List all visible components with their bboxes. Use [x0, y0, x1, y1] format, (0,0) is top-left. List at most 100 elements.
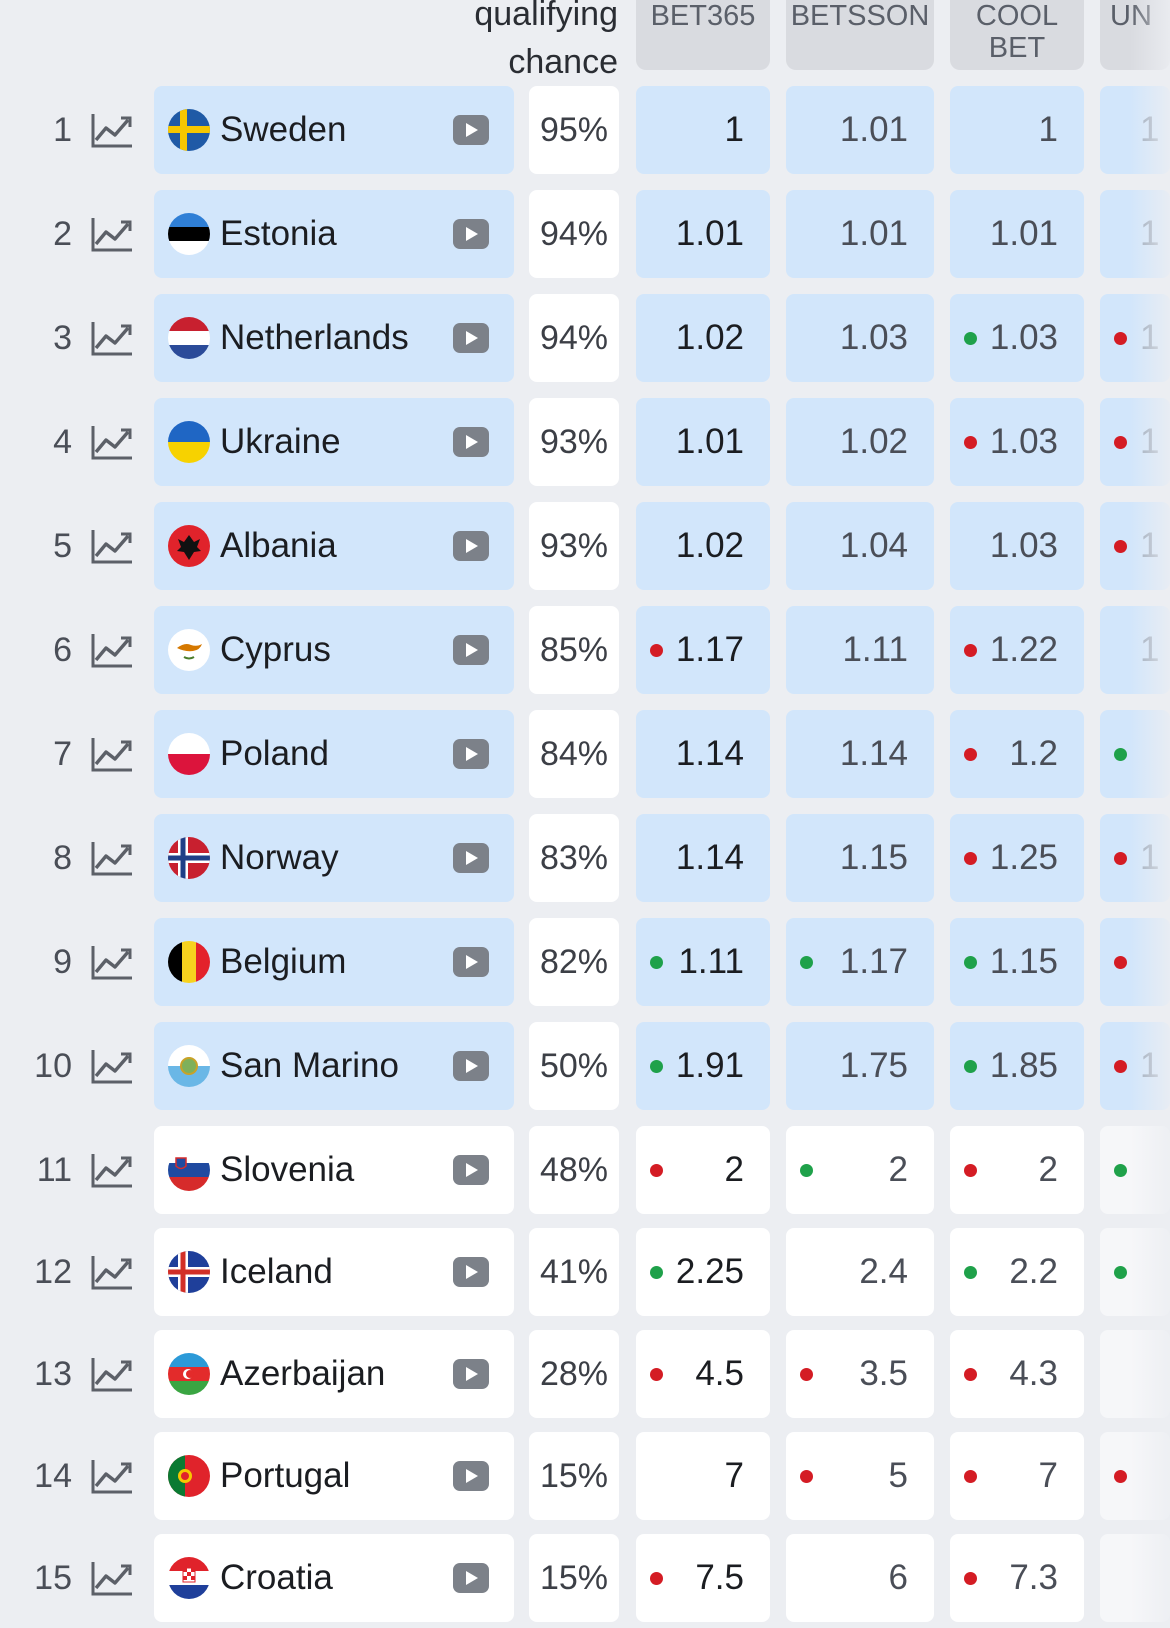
odds-cell-bet365[interactable]: 7.5	[636, 1534, 770, 1622]
play-video-icon[interactable]	[452, 529, 490, 563]
table-row[interactable]: 15 Croatia 15% 7.5 6 7.3	[0, 1534, 1170, 1622]
trend-chart-icon[interactable]	[90, 942, 134, 982]
odds-cell-unibet[interactable]: 1	[1100, 1022, 1170, 1110]
odds-cell-bet365[interactable]: 1.11	[636, 918, 770, 1006]
odds-cell-bet365[interactable]: 1.01	[636, 398, 770, 486]
odds-cell-bet365[interactable]: 2.25	[636, 1228, 770, 1316]
table-row[interactable]: 13 Azerbaijan 28% 4.5 3.5 4.3	[0, 1330, 1170, 1418]
play-video-icon[interactable]	[452, 841, 490, 875]
odds-cell-coolbet[interactable]: 1.25	[950, 814, 1084, 902]
bookmaker-header-coolbet[interactable]: COOL BET	[950, 0, 1084, 70]
play-video-icon[interactable]	[452, 1561, 490, 1595]
table-row[interactable]: 1 Sweden 95% 1 1.01 1 1	[0, 86, 1170, 174]
odds-cell-bet365[interactable]: 4.5	[636, 1330, 770, 1418]
trend-chart-icon[interactable]	[90, 526, 134, 566]
trend-chart-icon[interactable]	[90, 214, 134, 254]
odds-cell-unibet[interactable]: 1	[1100, 398, 1170, 486]
odds-cell-bet365[interactable]: 1.17	[636, 606, 770, 694]
table-row[interactable]: 14 Portugal 15% 7 5 7	[0, 1432, 1170, 1520]
table-row[interactable]: 10 San Marino 50% 1.91 1.75 1.85 1	[0, 1022, 1170, 1110]
odds-cell-betsson[interactable]: 1.75	[786, 1022, 934, 1110]
trend-chart-icon[interactable]	[90, 1354, 134, 1394]
trend-chart-icon[interactable]	[90, 110, 134, 150]
odds-cell-coolbet[interactable]: 1.03	[950, 398, 1084, 486]
bookmaker-header-unibet[interactable]: UN	[1100, 0, 1170, 70]
country-cell[interactable]: Slovenia	[154, 1126, 514, 1214]
odds-cell-bet365[interactable]: 1.01	[636, 190, 770, 278]
odds-cell-coolbet[interactable]: 1.03	[950, 502, 1084, 590]
odds-cell-unibet[interactable]: 1	[1100, 606, 1170, 694]
odds-cell-betsson[interactable]: 1.14	[786, 710, 934, 798]
table-row[interactable]: 6 Cyprus 85% 1.17 1.11 1.22 1	[0, 606, 1170, 694]
country-cell[interactable]: Estonia	[154, 190, 514, 278]
play-video-icon[interactable]	[452, 1049, 490, 1083]
table-row[interactable]: 11 Slovenia 48% 2 2 2	[0, 1126, 1170, 1214]
odds-cell-unibet[interactable]	[1100, 1228, 1170, 1316]
trend-chart-icon[interactable]	[90, 1046, 134, 1086]
trend-chart-icon[interactable]	[90, 318, 134, 358]
country-cell[interactable]: Iceland	[154, 1228, 514, 1316]
odds-cell-unibet[interactable]: 1	[1100, 190, 1170, 278]
odds-cell-betsson[interactable]: 5	[786, 1432, 934, 1520]
odds-cell-betsson[interactable]: 1.03	[786, 294, 934, 382]
trend-chart-icon[interactable]	[90, 630, 134, 670]
country-cell[interactable]: Croatia	[154, 1534, 514, 1622]
table-row[interactable]: 4 Ukraine 93% 1.01 1.02 1.03 1	[0, 398, 1170, 486]
odds-cell-betsson[interactable]: 2	[786, 1126, 934, 1214]
odds-cell-coolbet[interactable]: 1.15	[950, 918, 1084, 1006]
country-cell[interactable]: Ukraine	[154, 398, 514, 486]
table-row[interactable]: 2 Estonia 94% 1.01 1.01 1.01 1	[0, 190, 1170, 278]
bookmaker-header-betsson[interactable]: BETSSON	[786, 0, 934, 70]
odds-cell-betsson[interactable]: 6	[786, 1534, 934, 1622]
country-cell[interactable]: Albania	[154, 502, 514, 590]
odds-cell-bet365[interactable]: 1.14	[636, 710, 770, 798]
odds-cell-unibet[interactable]	[1100, 710, 1170, 798]
table-row[interactable]: 7 Poland 84% 1.14 1.14 1.2	[0, 710, 1170, 798]
odds-cell-bet365[interactable]: 7	[636, 1432, 770, 1520]
trend-chart-icon[interactable]	[90, 734, 134, 774]
odds-cell-coolbet[interactable]: 1.03	[950, 294, 1084, 382]
odds-cell-coolbet[interactable]: 1.22	[950, 606, 1084, 694]
trend-chart-icon[interactable]	[90, 1456, 134, 1496]
country-cell[interactable]: San Marino	[154, 1022, 514, 1110]
odds-cell-unibet[interactable]: 1	[1100, 502, 1170, 590]
odds-cell-bet365[interactable]: 1.02	[636, 502, 770, 590]
odds-cell-coolbet[interactable]: 1	[950, 86, 1084, 174]
play-video-icon[interactable]	[452, 945, 490, 979]
odds-cell-betsson[interactable]: 1.02	[786, 398, 934, 486]
country-cell[interactable]: Azerbaijan	[154, 1330, 514, 1418]
play-video-icon[interactable]	[452, 1357, 490, 1391]
table-row[interactable]: 8 Norway 83% 1.14 1.15 1.25 1	[0, 814, 1170, 902]
odds-cell-betsson[interactable]: 1.01	[786, 190, 934, 278]
odds-cell-betsson[interactable]: 1.15	[786, 814, 934, 902]
bookmaker-header-bet365[interactable]: BET365	[636, 0, 770, 70]
odds-cell-betsson[interactable]: 1.17	[786, 918, 934, 1006]
odds-cell-unibet[interactable]	[1100, 1534, 1170, 1622]
country-cell[interactable]: Norway	[154, 814, 514, 902]
qualifying-chance-header[interactable]: qualifying chance	[470, 0, 618, 86]
odds-cell-betsson[interactable]: 3.5	[786, 1330, 934, 1418]
trend-chart-icon[interactable]	[90, 838, 134, 878]
odds-cell-unibet[interactable]	[1100, 1330, 1170, 1418]
odds-cell-bet365[interactable]: 1.14	[636, 814, 770, 902]
country-cell[interactable]: Sweden	[154, 86, 514, 174]
table-row[interactable]: 3 Netherlands 94% 1.02 1.03 1.03 1	[0, 294, 1170, 382]
table-row[interactable]: 5 Albania 93% 1.02 1.04 1.03 1	[0, 502, 1170, 590]
table-row[interactable]: 9 Belgium 82% 1.11 1.17 1.15	[0, 918, 1170, 1006]
odds-cell-bet365[interactable]: 1	[636, 86, 770, 174]
odds-cell-unibet[interactable]: 1	[1100, 294, 1170, 382]
play-video-icon[interactable]	[452, 217, 490, 251]
play-video-icon[interactable]	[452, 1459, 490, 1493]
play-video-icon[interactable]	[452, 633, 490, 667]
odds-cell-coolbet[interactable]: 4.3	[950, 1330, 1084, 1418]
trend-chart-icon[interactable]	[90, 422, 134, 462]
trend-chart-icon[interactable]	[90, 1252, 134, 1292]
odds-cell-betsson[interactable]: 1.04	[786, 502, 934, 590]
play-video-icon[interactable]	[452, 737, 490, 771]
country-cell[interactable]: Poland	[154, 710, 514, 798]
odds-cell-coolbet[interactable]: 1.85	[950, 1022, 1084, 1110]
odds-cell-unibet[interactable]	[1100, 918, 1170, 1006]
play-video-icon[interactable]	[452, 1255, 490, 1289]
odds-cell-coolbet[interactable]: 7	[950, 1432, 1084, 1520]
odds-cell-betsson[interactable]: 2.4	[786, 1228, 934, 1316]
